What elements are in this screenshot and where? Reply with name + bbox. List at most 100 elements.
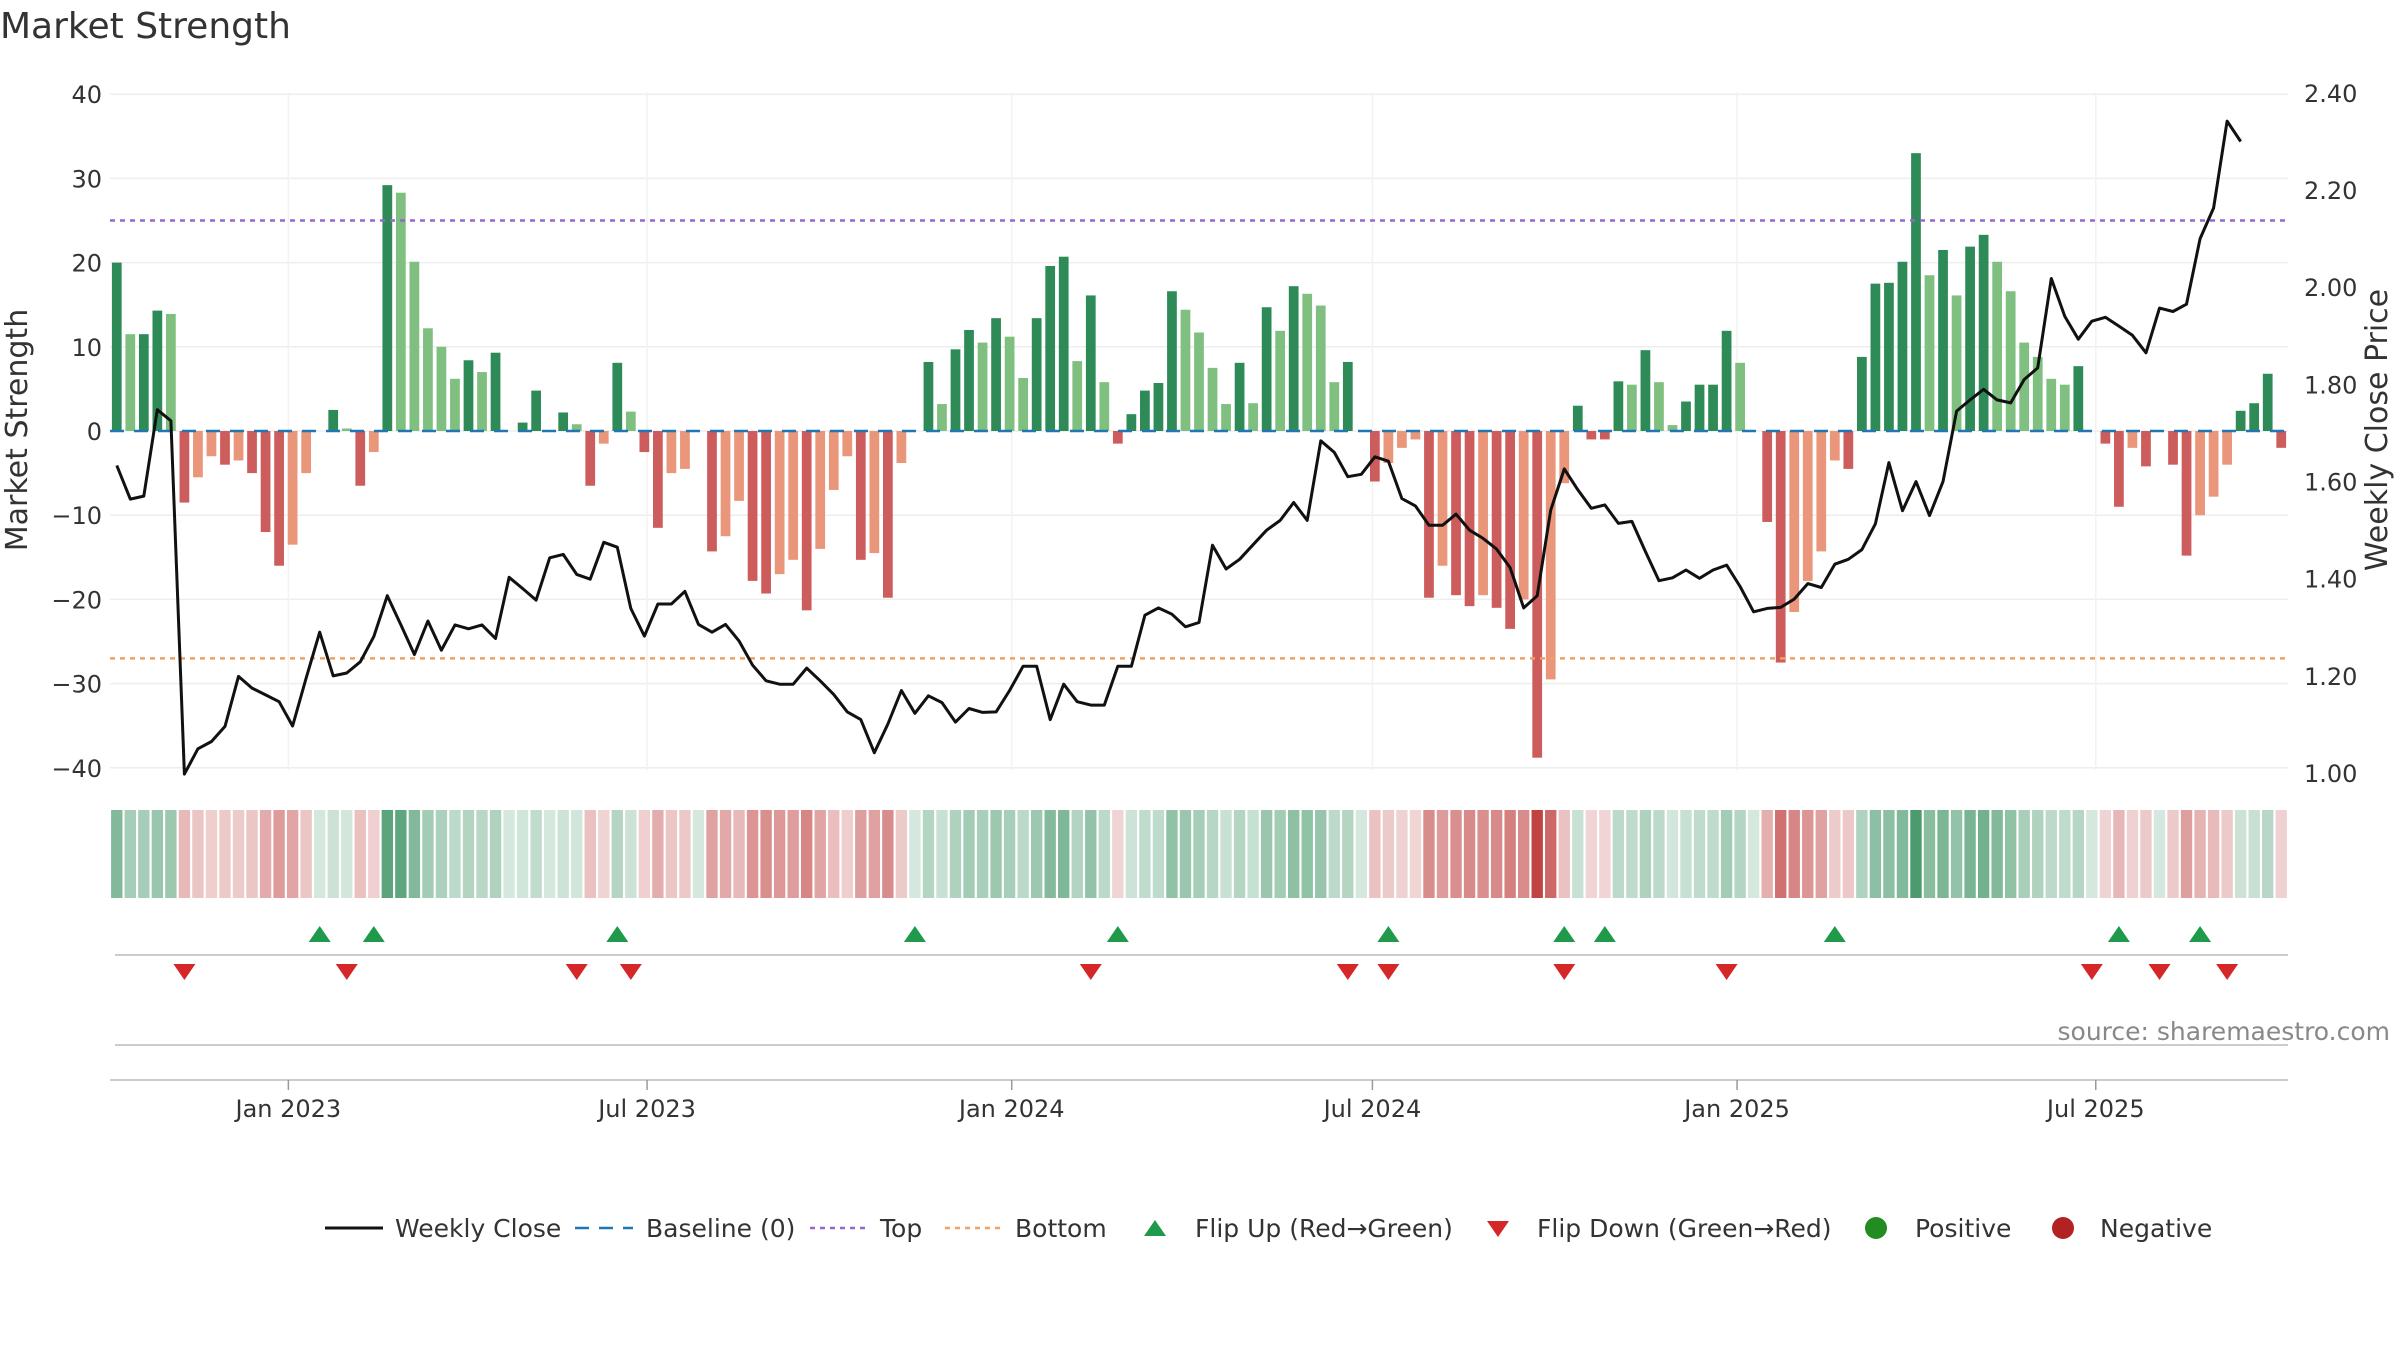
heat-cell (503, 810, 515, 898)
strength-bar (653, 431, 663, 528)
flip-down-marker (2080, 964, 2103, 980)
strength-bar (855, 431, 866, 560)
heat-cell (1206, 810, 1219, 898)
strength-bar (964, 329, 974, 431)
strength-bar (2249, 403, 2260, 431)
heat-cell (1342, 810, 1354, 898)
strength-bar (368, 431, 379, 453)
heat-cell (2248, 810, 2260, 898)
strength-bar (2032, 356, 2043, 431)
strength-bar (2100, 431, 2111, 444)
heat-cell (1463, 810, 1476, 898)
legend-weekly-close-label: Weekly Close (395, 1214, 561, 1243)
legend-flip-up-swatch (1144, 1220, 1166, 1236)
x-tick-label: Jan 2025 (1682, 1095, 1790, 1123)
heat-cell (598, 810, 610, 898)
heat-cell (1139, 810, 1151, 898)
heat-cell (1436, 810, 1449, 898)
strength-bar (788, 431, 799, 560)
strength-bar (287, 431, 298, 545)
heat-cell (1626, 810, 1638, 898)
right-tick-label: 2.40 (2304, 80, 2357, 108)
left-tick-label: 0 (87, 418, 102, 446)
left-tick-label: −30 (51, 671, 102, 699)
heat-cell (124, 810, 136, 898)
strength-bar (1478, 431, 1488, 596)
strength-bar (1180, 309, 1191, 431)
heat-cell (1910, 810, 1922, 898)
left-tick-label: 10 (71, 334, 102, 362)
strength-bar (1221, 404, 1231, 431)
strength-bar (517, 422, 528, 431)
strength-bar (1004, 336, 1015, 431)
heat-cell (1693, 810, 1706, 898)
strength-bar (1410, 431, 1421, 440)
heat-cell (1977, 810, 1990, 898)
heat-cell (584, 810, 596, 898)
strength-bar (1586, 431, 1597, 440)
strength-bar (1613, 381, 1624, 431)
strength-bar (1816, 431, 1827, 552)
heat-cell (1179, 810, 1192, 898)
strength-bar (2127, 431, 2138, 448)
heat-cell (1423, 810, 1435, 898)
heat-cell (1247, 810, 1259, 898)
strength-bar (1045, 265, 1056, 431)
strength-bar (1640, 350, 1651, 431)
heat-cell (219, 810, 231, 898)
heat-cell (652, 810, 664, 898)
heat-cell (1653, 810, 1665, 898)
heat-cell (1490, 810, 1503, 898)
strength-bar (991, 318, 1001, 431)
strength-bar (828, 431, 839, 490)
heat-cell (1260, 810, 1273, 898)
strength-bar (1897, 261, 1908, 431)
strength-bar (1911, 153, 1921, 431)
strength-bar (1315, 305, 1326, 431)
strength-bar (1397, 431, 1407, 448)
heat-cell (814, 810, 826, 898)
strength-bar (1829, 431, 1840, 461)
heat-cell (422, 810, 434, 898)
strength-bar (1234, 362, 1245, 431)
strength-bar (247, 431, 257, 474)
strength-bar (1721, 330, 1732, 431)
legend-flip-down-label: Flip Down (Green→Red) (1537, 1214, 1832, 1243)
heat-cell (773, 810, 786, 898)
heat-cell (1044, 810, 1056, 898)
strength-bar (1681, 401, 1691, 431)
strength-bar (1329, 382, 1340, 431)
strength-bar (1545, 431, 1556, 680)
strength-bar (1599, 431, 1610, 440)
strength-bar (1031, 318, 1042, 431)
strength-bar (423, 328, 433, 431)
strength-bar (2046, 378, 2057, 431)
right-y-axis: 2.40 2.20 2.00 1.80 1.60 1.40 1.20 1.00 (2304, 80, 2357, 788)
heat-cell (408, 810, 421, 898)
flip-down-marker (1079, 964, 1102, 980)
heat-cell (2059, 810, 2071, 898)
strength-bar (409, 261, 420, 431)
strength-bar (950, 349, 961, 431)
strength-bar (1518, 431, 1529, 600)
strength-bar (734, 431, 744, 501)
legend-flip-down-swatch (1487, 1221, 1509, 1237)
heat-cell (1585, 810, 1597, 898)
heat-cell (1829, 810, 1841, 898)
strength-bar (436, 346, 447, 431)
left-tick-label: −20 (51, 586, 102, 614)
x-tick-label: Jul 2025 (2045, 1095, 2145, 1123)
left-axis-label: Market Strength (0, 309, 35, 551)
heat-cell (2099, 810, 2112, 898)
heat-cell (909, 810, 921, 898)
heat-cell (1396, 810, 1408, 898)
strength-bar (1978, 234, 1989, 431)
heat-cell (1152, 810, 1165, 898)
heat-cell (232, 810, 245, 898)
strength-bar (1437, 431, 1448, 566)
heat-cell (625, 810, 637, 898)
heat-cell (1517, 810, 1530, 898)
heat-cell (1720, 810, 1733, 898)
heat-cell (949, 810, 962, 898)
heat-cell (1504, 810, 1516, 898)
